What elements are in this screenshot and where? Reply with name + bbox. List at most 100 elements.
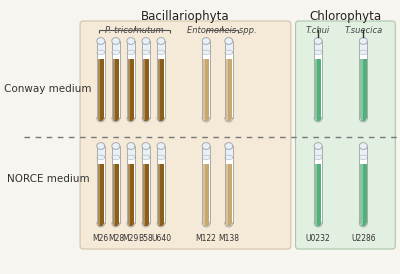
Ellipse shape	[360, 114, 366, 121]
Bar	[225, 41, 233, 52]
Ellipse shape	[142, 113, 150, 122]
Ellipse shape	[314, 142, 322, 149]
Ellipse shape	[202, 38, 210, 44]
Text: Chlorophyta: Chlorophyta	[309, 10, 382, 23]
Ellipse shape	[359, 113, 367, 122]
Bar	[113, 163, 115, 225]
Ellipse shape	[157, 50, 165, 55]
Ellipse shape	[157, 142, 165, 149]
Bar	[98, 164, 104, 223]
Bar	[143, 58, 145, 120]
Bar	[142, 41, 150, 52]
Text: NORCE medium: NORCE medium	[7, 174, 89, 184]
Bar	[128, 59, 134, 118]
Bar	[97, 52, 105, 118]
Ellipse shape	[202, 218, 210, 227]
Bar	[360, 164, 366, 223]
Bar	[314, 41, 322, 52]
Text: U640: U640	[151, 234, 171, 243]
Ellipse shape	[203, 219, 210, 226]
FancyBboxPatch shape	[80, 21, 291, 249]
Bar	[203, 163, 206, 225]
Bar	[314, 157, 322, 223]
Ellipse shape	[225, 142, 233, 149]
Bar	[157, 41, 165, 52]
Bar	[157, 52, 165, 118]
Bar	[315, 59, 321, 118]
Ellipse shape	[112, 113, 120, 122]
Ellipse shape	[128, 114, 134, 121]
Ellipse shape	[157, 155, 165, 160]
Ellipse shape	[314, 218, 322, 227]
Ellipse shape	[142, 50, 150, 55]
Ellipse shape	[127, 38, 135, 44]
Ellipse shape	[226, 219, 232, 226]
Bar	[203, 164, 210, 223]
Bar	[142, 157, 150, 223]
Ellipse shape	[142, 155, 150, 160]
Ellipse shape	[202, 113, 210, 122]
Ellipse shape	[112, 142, 120, 149]
Ellipse shape	[360, 219, 366, 226]
Ellipse shape	[127, 50, 135, 55]
Ellipse shape	[314, 38, 322, 44]
Bar	[97, 157, 105, 223]
Bar	[359, 52, 367, 118]
Bar	[359, 41, 367, 52]
Bar	[112, 52, 120, 118]
Ellipse shape	[225, 38, 233, 44]
Bar	[226, 59, 232, 118]
Ellipse shape	[225, 113, 233, 122]
Text: U2286: U2286	[351, 234, 376, 243]
Text: M26: M26	[93, 234, 109, 243]
Bar	[112, 146, 120, 157]
Bar	[143, 164, 149, 223]
Ellipse shape	[157, 38, 165, 44]
Ellipse shape	[98, 219, 104, 226]
Bar	[128, 164, 134, 223]
Ellipse shape	[315, 219, 321, 226]
Ellipse shape	[202, 50, 210, 55]
Ellipse shape	[97, 142, 105, 149]
Ellipse shape	[112, 38, 120, 44]
Ellipse shape	[359, 50, 367, 55]
Ellipse shape	[359, 155, 367, 160]
Bar	[315, 163, 318, 225]
Ellipse shape	[359, 142, 367, 149]
Bar	[359, 157, 367, 223]
Ellipse shape	[127, 142, 135, 149]
Bar	[98, 58, 100, 120]
Ellipse shape	[142, 38, 150, 44]
Ellipse shape	[142, 142, 150, 149]
Ellipse shape	[359, 218, 367, 227]
Bar	[112, 164, 119, 223]
Ellipse shape	[127, 218, 135, 227]
Ellipse shape	[143, 114, 149, 121]
Ellipse shape	[226, 114, 232, 121]
Ellipse shape	[225, 218, 233, 227]
Bar	[202, 157, 210, 223]
Bar	[112, 157, 120, 223]
Ellipse shape	[142, 218, 150, 227]
Ellipse shape	[97, 50, 105, 55]
Text: Conway medium: Conway medium	[4, 84, 92, 94]
Bar	[158, 58, 160, 120]
Text: M29: M29	[123, 234, 139, 243]
Bar	[97, 146, 105, 157]
Text: Bacillariophyta: Bacillariophyta	[141, 10, 230, 23]
Bar	[203, 58, 206, 120]
Text: M122: M122	[196, 234, 216, 243]
Ellipse shape	[98, 114, 104, 121]
Ellipse shape	[203, 114, 210, 121]
Ellipse shape	[127, 113, 135, 122]
Bar	[225, 52, 233, 118]
Bar	[158, 163, 160, 225]
Bar	[226, 58, 228, 120]
Ellipse shape	[315, 114, 321, 121]
Text: B58: B58	[138, 234, 153, 243]
Bar	[359, 146, 367, 157]
Bar	[203, 59, 210, 118]
Ellipse shape	[202, 142, 210, 149]
Text: Entomoneis spp.: Entomoneis spp.	[187, 26, 257, 35]
Ellipse shape	[143, 219, 149, 226]
